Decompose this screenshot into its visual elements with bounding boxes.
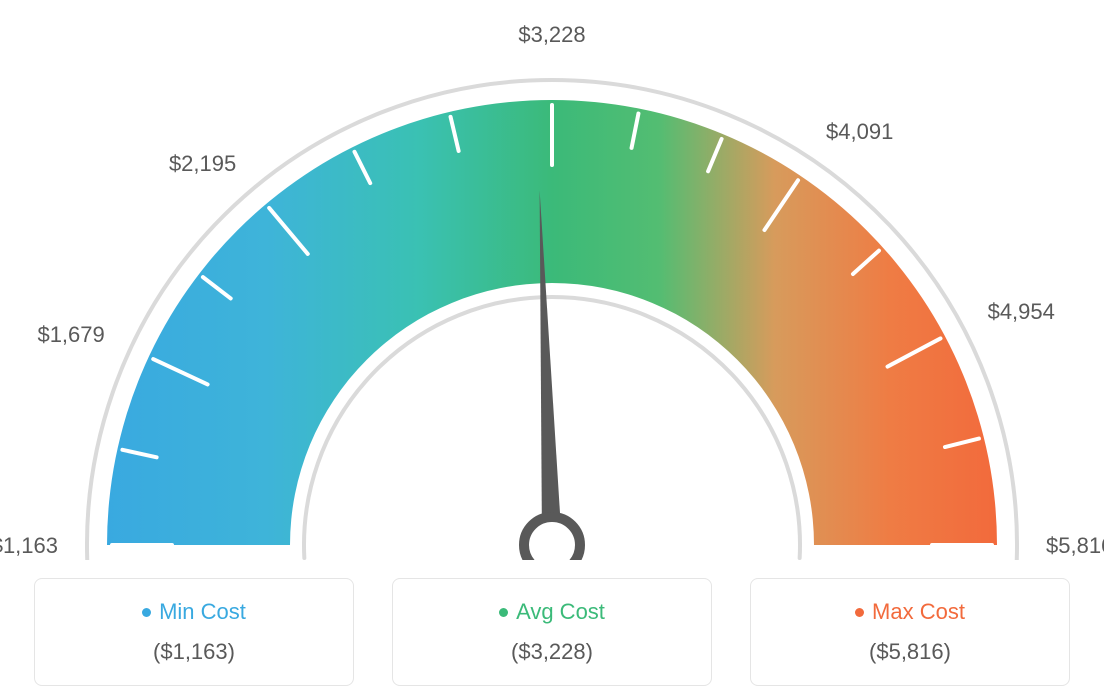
legend-max-box: Max Cost ($5,816) — [750, 578, 1070, 686]
gauge-tick-label: $2,195 — [156, 151, 236, 177]
legend-avg-box: Avg Cost ($3,228) — [392, 578, 712, 686]
legend-max-label: Max Cost — [872, 599, 965, 625]
gauge-tick-label: $3,228 — [512, 22, 592, 48]
dot-icon — [855, 608, 864, 617]
legend-min-label: Min Cost — [159, 599, 246, 625]
gauge-tick-label: $5,816 — [1046, 533, 1104, 559]
gauge-svg — [0, 0, 1104, 560]
gauge-tick-label: $4,954 — [988, 299, 1068, 325]
legend-avg-value: ($3,228) — [403, 639, 701, 665]
gauge-chart: $1,163 $1,679 $2,195 $3,228 $4,091 $4,954 $5,8… — [0, 0, 1104, 560]
gauge-tick-label: $4,091 — [826, 119, 906, 145]
legend-min-box: Min Cost ($1,163) — [34, 578, 354, 686]
legend-max-value: ($5,816) — [761, 639, 1059, 665]
gauge-tick-label: $1,679 — [25, 322, 105, 348]
dot-icon — [142, 608, 151, 617]
legend-avg-title: Avg Cost — [499, 599, 605, 625]
legend-row: Min Cost ($1,163) Avg Cost ($3,228) Max … — [0, 578, 1104, 686]
legend-min-value: ($1,163) — [45, 639, 343, 665]
legend-avg-label: Avg Cost — [516, 599, 605, 625]
legend-max-title: Max Cost — [855, 599, 965, 625]
gauge-tick-label: $1,163 — [0, 533, 58, 559]
dot-icon — [499, 608, 508, 617]
legend-min-title: Min Cost — [142, 599, 246, 625]
